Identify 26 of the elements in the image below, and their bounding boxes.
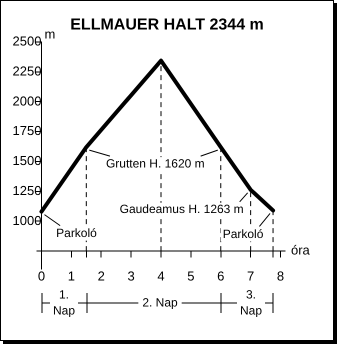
y-tick-label: 1750: [12, 123, 42, 138]
x-tick-label: 6: [217, 268, 224, 284]
x-tick-label: 8: [276, 268, 284, 284]
chart-title: ELLMAUER HALT 2344 m: [70, 16, 264, 34]
annotation: Grutten H. 1620 m: [106, 156, 205, 170]
x-tick-label: 0: [38, 268, 46, 284]
x-tick-label: 2: [98, 268, 105, 284]
y-tick-label: 2000: [12, 93, 42, 108]
text: 1. Nap: [52, 287, 76, 318]
annotation: Parkoló: [56, 226, 98, 240]
x-axis-title: óra: [291, 242, 311, 258]
x-tick-label: 5: [187, 268, 194, 284]
y-tick-label: 1500: [12, 153, 42, 168]
text: 2. Nap: [142, 295, 178, 310]
annotation: Parkoló: [222, 226, 264, 241]
y-tick-label: 1000: [12, 212, 42, 228]
x-tick-label: 3: [128, 268, 135, 284]
y-axis-title: m: [44, 26, 56, 42]
text: 3. Nap: [240, 287, 262, 318]
annotation: Gaudeamus H. 1263 m: [120, 202, 244, 216]
y-tick-label: 2500: [12, 34, 42, 49]
y-tick-label: 1250: [12, 182, 42, 198]
x-tick-label: 7: [247, 268, 254, 284]
x-tick-label: 4: [157, 268, 165, 284]
x-tick-label: 1: [68, 268, 75, 284]
y-tick-label: 2250: [12, 63, 42, 78]
